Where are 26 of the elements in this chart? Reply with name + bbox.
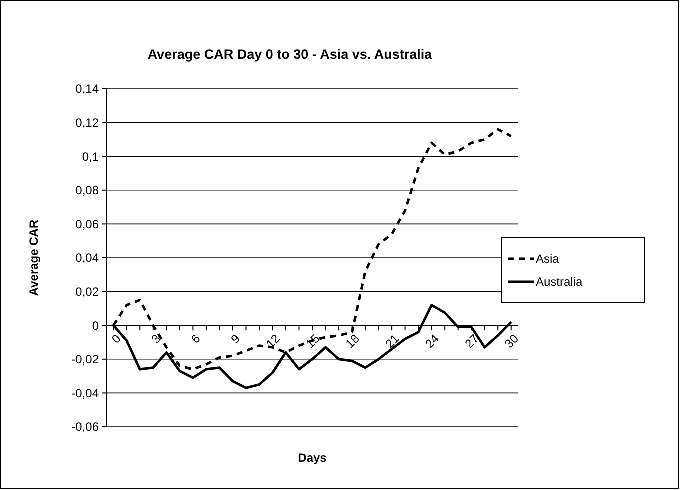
y-tick-label: 0,12	[76, 116, 100, 130]
x-tick-label: 3	[148, 332, 164, 346]
y-tick-label: 0,08	[76, 184, 100, 198]
y-tick-label: 0	[92, 318, 100, 333]
x-tick-label: 9	[228, 332, 244, 346]
x-tick-label: 21	[382, 332, 402, 352]
y-tick-label: -0,04	[72, 386, 100, 400]
x-tick-label: 6	[188, 332, 204, 346]
x-tick-label: 24	[422, 332, 442, 352]
legend-label: Asia	[536, 252, 560, 266]
x-axis-title: Days	[298, 451, 328, 465]
y-axis-title: Average CAR	[27, 220, 41, 296]
x-tick-label: 18	[342, 332, 363, 352]
x-tick-label: 27	[462, 332, 482, 352]
legend-label: Australia	[536, 275, 584, 290]
y-tick-label: 0,04	[76, 251, 100, 266]
x-tick-label: 12	[263, 332, 284, 352]
y-tick-label: 0,06	[76, 217, 100, 232]
x-tick-label: 30	[502, 332, 522, 352]
y-tick-label: -0,06	[72, 420, 100, 434]
y-tick-label: -0,02	[72, 352, 100, 367]
y-tick-label: 0,14	[76, 82, 100, 96]
chart-title: Average CAR Day 0 to 30 - Asia vs. Australia	[148, 47, 433, 62]
y-tick-label: 0,1	[82, 150, 100, 164]
x-tick-label: 0	[109, 332, 124, 346]
y-tick-label: 0,02	[76, 285, 100, 299]
